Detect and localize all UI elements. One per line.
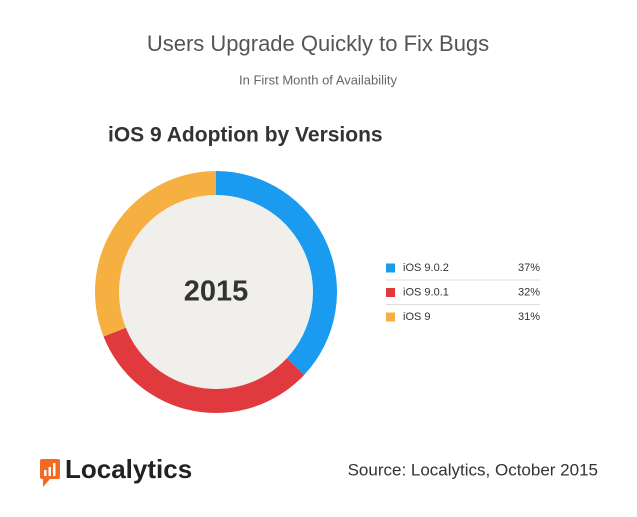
- donut-segment: [216, 171, 337, 375]
- legend-swatch: [386, 312, 395, 322]
- chart-subtitle: In First Month of Availability: [239, 72, 397, 87]
- source-note: Source: Localytics, October 2015: [348, 460, 598, 479]
- donut-center: [119, 195, 313, 389]
- donut-title: iOS 9 Adoption by Versions: [108, 124, 383, 147]
- legend-value: 31%: [518, 311, 540, 323]
- legend-swatch: [386, 288, 395, 297]
- donut-segment: [103, 327, 305, 413]
- legend-value: 37%: [518, 262, 540, 274]
- legend-label: iOS 9.0.1: [403, 286, 449, 298]
- legend-label: iOS 9: [403, 311, 431, 323]
- legend-label: iOS 9.0.2: [403, 262, 449, 274]
- legend-swatch: [386, 263, 395, 273]
- logo-text: Localytics: [65, 454, 192, 484]
- legend-value: 32%: [518, 286, 540, 298]
- logo-icon: [40, 459, 60, 487]
- donut-segment: [95, 171, 216, 337]
- chart-title: Users Upgrade Quickly to Fix Bugs: [147, 31, 489, 56]
- center-label: 2015: [184, 276, 249, 308]
